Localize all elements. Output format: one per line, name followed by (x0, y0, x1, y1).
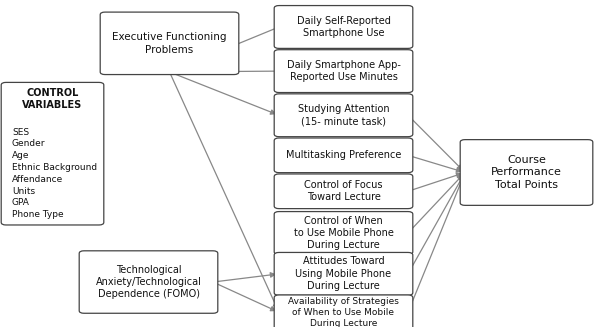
Text: Daily Self-Reported
Smartphone Use: Daily Self-Reported Smartphone Use (296, 16, 391, 38)
Text: Attitudes Toward
Using Mobile Phone
During Lecture: Attitudes Toward Using Mobile Phone Duri… (295, 256, 392, 291)
Text: CONTROL
VARIABLES: CONTROL VARIABLES (22, 88, 83, 110)
FancyBboxPatch shape (274, 212, 413, 254)
Text: Multitasking Preference: Multitasking Preference (286, 150, 401, 160)
Text: Control of Focus
Toward Lecture: Control of Focus Toward Lecture (304, 180, 383, 202)
Text: Studying Attention
(15- minute task): Studying Attention (15- minute task) (298, 104, 389, 127)
FancyBboxPatch shape (460, 140, 593, 205)
Text: Control of When
to Use Mobile Phone
During Lecture: Control of When to Use Mobile Phone Duri… (293, 215, 394, 250)
FancyBboxPatch shape (274, 94, 413, 137)
FancyBboxPatch shape (274, 174, 413, 209)
FancyBboxPatch shape (274, 252, 413, 295)
Text: Technological
Anxiety/Technological
Dependence (FOMO): Technological Anxiety/Technological Depe… (95, 265, 202, 300)
Text: Availability of Strategies
of When to Use Mobile
During Lecture: Availability of Strategies of When to Us… (288, 297, 399, 327)
FancyBboxPatch shape (274, 50, 413, 93)
FancyBboxPatch shape (274, 295, 413, 327)
Text: SES
Gender
Age
Ethnic Background
Affendance
Units
GPA
Phone Type: SES Gender Age Ethnic Background Affenda… (12, 128, 97, 219)
FancyBboxPatch shape (100, 12, 239, 75)
Text: Course
Performance
Total Points: Course Performance Total Points (491, 155, 562, 190)
FancyBboxPatch shape (274, 138, 413, 173)
FancyBboxPatch shape (274, 6, 413, 48)
Text: Daily Smartphone App-
Reported Use Minutes: Daily Smartphone App- Reported Use Minut… (287, 60, 400, 82)
FancyBboxPatch shape (1, 82, 104, 225)
FancyBboxPatch shape (79, 251, 218, 313)
Text: Executive Functioning
Problems: Executive Functioning Problems (112, 32, 227, 55)
